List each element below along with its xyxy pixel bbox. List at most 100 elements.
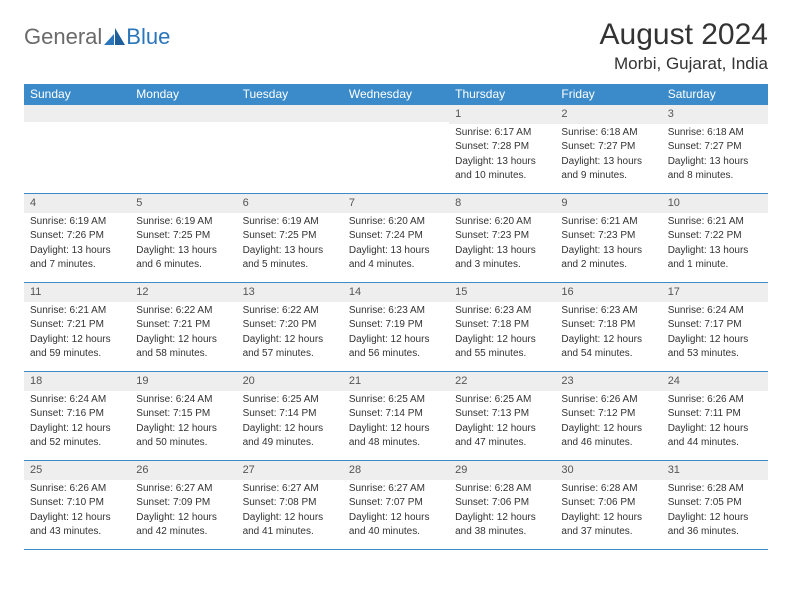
day-number: 3	[662, 105, 768, 124]
day-cell: 27 Sunrise: 6:27 AMSunset: 7:08 PMDayligh…	[237, 461, 343, 549]
day-details: Sunrise: 6:28 AMSunset: 7:06 PMDaylight:…	[449, 482, 555, 539]
daylight-line1: Daylight: 12 hours	[243, 333, 337, 347]
day-cell	[237, 105, 343, 193]
location: Morbi, Gujarat, India	[600, 54, 768, 74]
daylight-line1: Daylight: 13 hours	[668, 155, 762, 169]
day-cell: 24Sunrise: 6:26 AMSunset: 7:11 PMDayligh…	[662, 372, 768, 460]
daylight-line1: Daylight: 12 hours	[349, 333, 443, 347]
sunset-text: Sunset: 7:21 PM	[30, 318, 124, 332]
day-cell	[343, 105, 449, 193]
sunset-text: Sunset: 7:16 PM	[30, 407, 124, 421]
logo-text-general: General	[24, 24, 102, 50]
day-details: Sunrise: 6:18 AMSunset: 7:27 PMDaylight:…	[555, 126, 661, 183]
sunrise-text: Sunrise: 6:21 AM	[668, 215, 762, 229]
day-details: Sunrise: 6:27 AMSunset: 7:07 PMDaylight:…	[343, 482, 449, 539]
daylight-line2: and 59 minutes.	[30, 347, 124, 361]
daylight-line2: and 2 minutes.	[561, 258, 655, 272]
daylight-line2: and 47 minutes.	[455, 436, 549, 450]
sunset-text: Sunset: 7:23 PM	[455, 229, 549, 243]
day-cell: 26Sunrise: 6:27 AMSunset: 7:09 PMDayligh…	[130, 461, 236, 549]
title-block: August 2024 Morbi, Gujarat, India	[600, 18, 768, 74]
day-details: Sunrise: 6:20 AMSunset: 7:24 PMDaylight:…	[343, 215, 449, 272]
daylight-line2: and 42 minutes.	[136, 525, 230, 539]
sunset-text: Sunset: 7:09 PM	[136, 496, 230, 510]
day-cell: 16Sunrise: 6:23 AMSunset: 7:18 PMDayligh…	[555, 283, 661, 371]
day-cell	[24, 105, 130, 193]
week-row: 25Sunrise: 6:26 AMSunset: 7:10 PMDayligh…	[24, 460, 768, 550]
daylight-line1: Daylight: 12 hours	[136, 511, 230, 525]
sunset-text: Sunset: 7:08 PM	[243, 496, 337, 510]
weekday-tuesday: Tuesday	[237, 84, 343, 104]
day-cell: 10Sunrise: 6:21 AMSunset: 7:22 PMDayligh…	[662, 194, 768, 282]
day-number: 25	[24, 461, 130, 480]
day-number: 8	[449, 194, 555, 213]
day-details: Sunrise: 6:19 AMSunset: 7:25 PMDaylight:…	[130, 215, 236, 272]
day-details: Sunrise: 6:19 AMSunset: 7:25 PMDaylight:…	[237, 215, 343, 272]
sunrise-text: Sunrise: 6:21 AM	[30, 304, 124, 318]
sunset-text: Sunset: 7:24 PM	[349, 229, 443, 243]
day-number: 27	[237, 461, 343, 480]
day-number: 9	[555, 194, 661, 213]
calendar-table: SundayMondayTuesdayWednesdayThursdayFrid…	[24, 84, 768, 550]
calendar-page: General Blue August 2024 Morbi, Gujarat,…	[0, 0, 792, 550]
day-details: Sunrise: 6:27 AMSunset: 7:09 PMDaylight:…	[130, 482, 236, 539]
daylight-line1: Daylight: 12 hours	[243, 511, 337, 525]
sunrise-text: Sunrise: 6:27 AM	[349, 482, 443, 496]
day-number: 16	[555, 283, 661, 302]
sunrise-text: Sunrise: 6:17 AM	[455, 126, 549, 140]
header: General Blue August 2024 Morbi, Gujarat,…	[24, 18, 768, 74]
day-number: 2	[555, 105, 661, 124]
sunset-text: Sunset: 7:18 PM	[455, 318, 549, 332]
daylight-line1: Daylight: 13 hours	[349, 244, 443, 258]
day-number: 29	[449, 461, 555, 480]
sunrise-text: Sunrise: 6:19 AM	[136, 215, 230, 229]
sunset-text: Sunset: 7:25 PM	[136, 229, 230, 243]
daylight-line2: and 46 minutes.	[561, 436, 655, 450]
sunrise-text: Sunrise: 6:21 AM	[561, 215, 655, 229]
day-details: Sunrise: 6:20 AMSunset: 7:23 PMDaylight:…	[449, 215, 555, 272]
day-number	[237, 105, 343, 122]
day-number: 30	[555, 461, 661, 480]
day-number: 23	[555, 372, 661, 391]
daylight-line2: and 50 minutes.	[136, 436, 230, 450]
daylight-line1: Daylight: 12 hours	[30, 333, 124, 347]
day-details: Sunrise: 6:22 AMSunset: 7:21 PMDaylight:…	[130, 304, 236, 361]
day-cell	[130, 105, 236, 193]
sunrise-text: Sunrise: 6:28 AM	[561, 482, 655, 496]
sunrise-text: Sunrise: 6:19 AM	[30, 215, 124, 229]
day-number: 28	[343, 461, 449, 480]
day-cell: 29 Sunrise: 6:28 AMSunset: 7:06 PMDayligh…	[449, 461, 555, 549]
day-details: Sunrise: 6:23 AMSunset: 7:18 PMDaylight:…	[449, 304, 555, 361]
day-cell: 5Sunrise: 6:19 AMSunset: 7:25 PMDaylight…	[130, 194, 236, 282]
week-row: 4Sunrise: 6:19 AMSunset: 7:26 PMDaylight…	[24, 193, 768, 282]
day-number: 13	[237, 283, 343, 302]
sunrise-text: Sunrise: 6:27 AM	[243, 482, 337, 496]
daylight-line2: and 55 minutes.	[455, 347, 549, 361]
day-details: Sunrise: 6:28 AMSunset: 7:05 PMDaylight:…	[662, 482, 768, 539]
day-details: Sunrise: 6:18 AMSunset: 7:27 PMDaylight:…	[662, 126, 768, 183]
day-cell: 21Sunrise: 6:25 AMSunset: 7:14 PMDayligh…	[343, 372, 449, 460]
daylight-line2: and 10 minutes.	[455, 169, 549, 183]
day-number: 6	[237, 194, 343, 213]
day-details: Sunrise: 6:21 AMSunset: 7:21 PMDaylight:…	[24, 304, 130, 361]
sunset-text: Sunset: 7:06 PM	[455, 496, 549, 510]
sunset-text: Sunset: 7:05 PM	[668, 496, 762, 510]
daylight-line1: Daylight: 12 hours	[455, 511, 549, 525]
sunset-text: Sunset: 7:27 PM	[668, 140, 762, 154]
weeks-container: 1Sunrise: 6:17 AMSunset: 7:28 PMDaylight…	[24, 104, 768, 550]
daylight-line2: and 57 minutes.	[243, 347, 337, 361]
day-details: Sunrise: 6:28 AMSunset: 7:06 PMDaylight:…	[555, 482, 661, 539]
daylight-line1: Daylight: 13 hours	[136, 244, 230, 258]
day-details: Sunrise: 6:24 AMSunset: 7:16 PMDaylight:…	[24, 393, 130, 450]
daylight-line1: Daylight: 12 hours	[668, 511, 762, 525]
daylight-line1: Daylight: 12 hours	[349, 511, 443, 525]
daylight-line1: Daylight: 12 hours	[561, 422, 655, 436]
daylight-line1: Daylight: 12 hours	[561, 511, 655, 525]
day-cell: 13Sunrise: 6:22 AMSunset: 7:20 PMDayligh…	[237, 283, 343, 371]
day-cell: 6 Sunrise: 6:19 AMSunset: 7:25 PMDaylight…	[237, 194, 343, 282]
sunrise-text: Sunrise: 6:23 AM	[561, 304, 655, 318]
sunrise-text: Sunrise: 6:26 AM	[668, 393, 762, 407]
day-number: 10	[662, 194, 768, 213]
day-number	[130, 105, 236, 122]
day-details: Sunrise: 6:17 AMSunset: 7:28 PMDaylight:…	[449, 126, 555, 183]
